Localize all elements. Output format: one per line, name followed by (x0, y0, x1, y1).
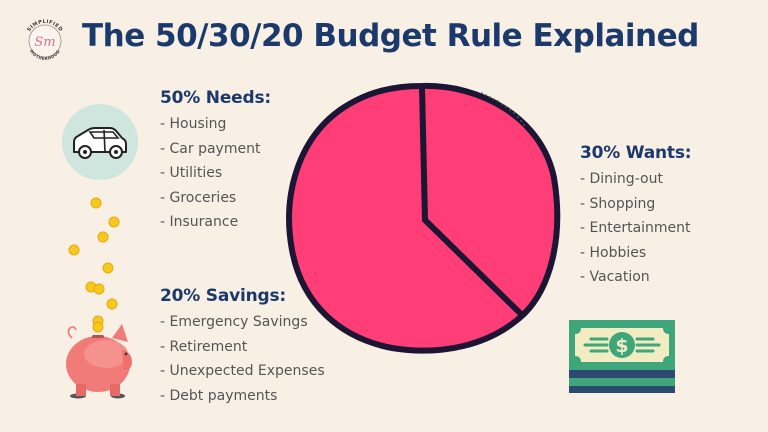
dollar-bill-icon: $ (567, 318, 677, 394)
savings-list: - Emergency Savings - Retirement - Unexp… (160, 310, 325, 408)
list-item: - Shopping (580, 195, 656, 212)
list-item: - Car payment (160, 140, 261, 157)
list-item: - Groceries (160, 189, 237, 206)
list-item: - Hobbies (580, 244, 647, 261)
coins-icon (55, 190, 145, 330)
savings-section: 20% Savings: - Emergency Savings - Retir… (160, 286, 325, 408)
list-item: - Unexpected Expenses (160, 363, 325, 380)
svg-text:$: $ (615, 335, 628, 357)
watermark-text (481, 92, 525, 126)
page-title: The 50/30/20 Budget Rule Explained (82, 18, 699, 54)
list-item: - Housing (160, 116, 227, 132)
needs-heading: 50% Needs: (160, 88, 271, 108)
needs-section: 50% Needs: - Housing - Car payment - Uti… (160, 88, 271, 235)
list-item: - Insurance (160, 214, 239, 231)
list-item: - Entertainment (580, 220, 691, 237)
brand-logo: SIMPLIFIED MOTHERHOOD Sm (20, 16, 70, 66)
savings-heading: 20% Savings: (160, 286, 287, 306)
budget-pie-chart (280, 78, 570, 368)
car-icon (60, 102, 140, 182)
list-item: - Retirement (160, 338, 248, 355)
svg-text:Sm: Sm (34, 35, 55, 50)
list-item: - Emergency Savings (160, 314, 308, 330)
list-item: - Utilities (160, 165, 223, 182)
list-item: - Vacation (580, 269, 650, 286)
list-item: - Debt payments (160, 387, 278, 404)
wants-section: 30% Wants: - Dining-out - Shopping - Ent… (580, 143, 692, 290)
piggy-bank-icon (58, 318, 144, 404)
list-item: - Dining-out (580, 171, 663, 187)
wants-list: - Dining-out - Shopping - Entertainment … (580, 167, 691, 290)
needs-list: - Housing - Car payment - Utilities - Gr… (160, 112, 271, 235)
wants-heading: 30% Wants: (580, 143, 692, 163)
